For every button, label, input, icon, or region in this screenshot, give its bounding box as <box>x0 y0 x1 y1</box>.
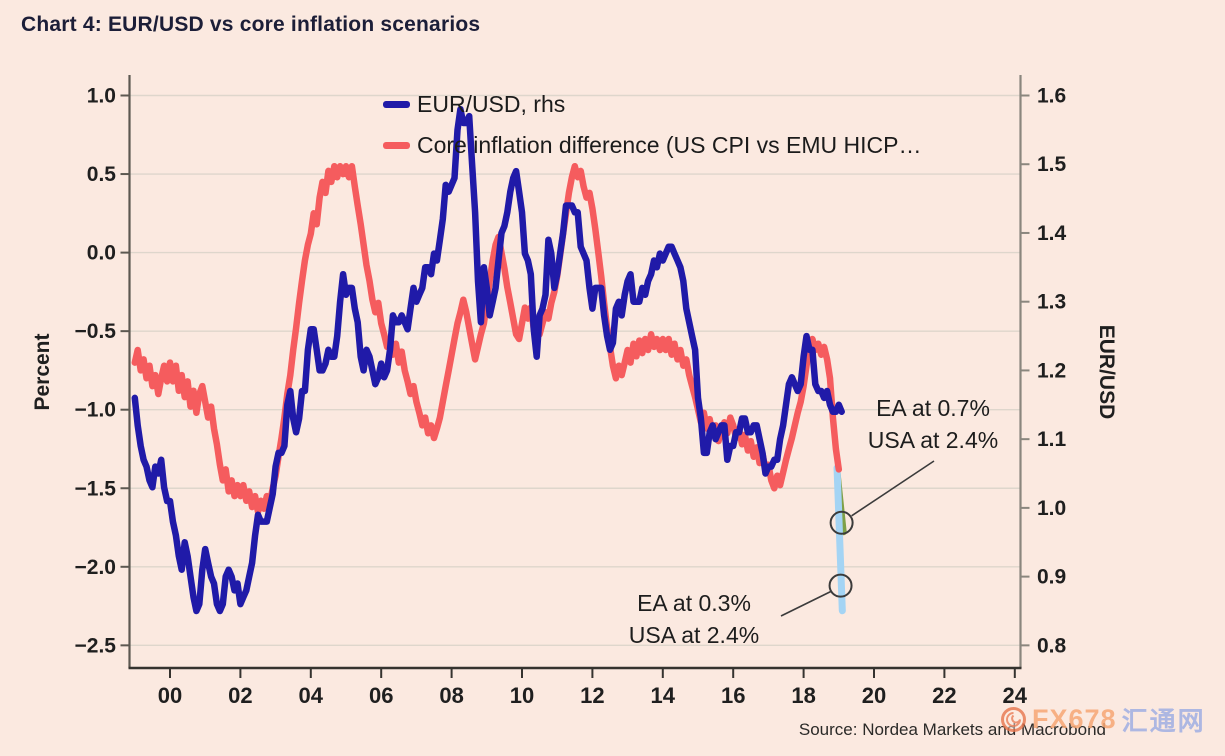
annotation-scenario-high-line1: EA at 0.7% <box>876 395 990 421</box>
annotation-scenario-high: EA at 0.7% USA at 2.4% <box>823 392 1043 456</box>
x-tick-label: 22 <box>932 683 956 708</box>
scenario-endpoint-marker <box>828 573 853 598</box>
inflation-line-swatch <box>383 142 410 149</box>
page-title: Chart 4: EUR/USD vs core inflation scena… <box>21 13 481 36</box>
x-tick-label: 18 <box>791 683 815 708</box>
watermark-fx678-text: FX678 <box>1032 704 1117 734</box>
x-tick-label: 24 <box>1003 683 1028 708</box>
annotation-scenario-low-line2: USA at 2.4% <box>628 622 760 648</box>
right-tick-label: 1.4 <box>1037 222 1067 245</box>
leader-line-lower <box>780 590 831 617</box>
annotation-scenario-low: EA at 0.3% USA at 2.4% <box>584 587 804 651</box>
source-credit: Source: Nordea Markets and Macrobond <box>798 720 1106 739</box>
x-tick-label: 08 <box>439 683 463 708</box>
eurusd-line <box>131 105 845 615</box>
legend-label-eurusd: EUR/USD, rhs <box>417 91 566 117</box>
right-tick-label: 1.5 <box>1037 153 1067 176</box>
legend-item-inflation: Core inflation difference (US CPI vs EMU… <box>383 125 921 166</box>
left-tick-label: 1.0 <box>87 85 116 108</box>
left-tick-label: −1.0 <box>75 399 116 422</box>
x-tick-label: 14 <box>651 683 676 708</box>
scenario-line-lightblue <box>833 464 846 615</box>
x-tick-label: 00 <box>158 683 182 708</box>
watermark-cn-text: 汇通网 <box>1121 706 1206 736</box>
x-tick-label: 04 <box>299 683 324 708</box>
right-tick-label: 1.0 <box>1037 497 1066 520</box>
right-tick-label: 1.1 <box>1037 428 1067 451</box>
x-tick-label: 06 <box>369 683 393 708</box>
annotation-scenario-low-line1: EA at 0.3% <box>637 590 751 616</box>
x-tick-label: 12 <box>580 683 604 708</box>
right-tick-label: 1.3 <box>1037 291 1066 314</box>
right-tick-label: 1.2 <box>1037 359 1066 382</box>
x-tick-label: 02 <box>228 683 252 708</box>
scenario-endpoint-marker <box>829 510 854 535</box>
annotation-scenario-high-line2: USA at 2.4% <box>867 427 999 453</box>
chart-legend: EUR/USD, rhs Core inflation difference (… <box>383 84 921 166</box>
watermark-logo-icon <box>1001 707 1026 732</box>
legend-label-inflation: Core inflation difference (US CPI vs EMU… <box>417 132 922 158</box>
watermark: FX678 汇通网 <box>1000 701 1206 738</box>
x-tick-label: 16 <box>721 683 745 708</box>
leader-line-upper <box>851 460 935 517</box>
left-axis-title: Percent <box>31 333 54 410</box>
eurusd-line-swatch <box>383 101 410 108</box>
left-tick-label: −2.0 <box>75 556 116 579</box>
left-tick-label: −0.5 <box>75 320 117 343</box>
left-tick-label: −1.5 <box>75 477 117 500</box>
legend-item-eurusd: EUR/USD, rhs <box>383 84 921 125</box>
right-tick-label: 0.9 <box>1037 566 1066 589</box>
right-axis-title: EUR/USD <box>1095 325 1118 420</box>
right-tick-label: 1.6 <box>1037 85 1066 108</box>
inflation-difference-line <box>131 162 843 516</box>
left-tick-label: −2.5 <box>75 634 117 657</box>
right-tick-label: 0.8 <box>1037 634 1067 657</box>
x-tick-label: 20 <box>862 683 886 708</box>
x-tick-label: 10 <box>510 683 534 708</box>
left-tick-label: 0.5 <box>87 163 117 186</box>
left-tick-label: 0.0 <box>87 242 116 265</box>
